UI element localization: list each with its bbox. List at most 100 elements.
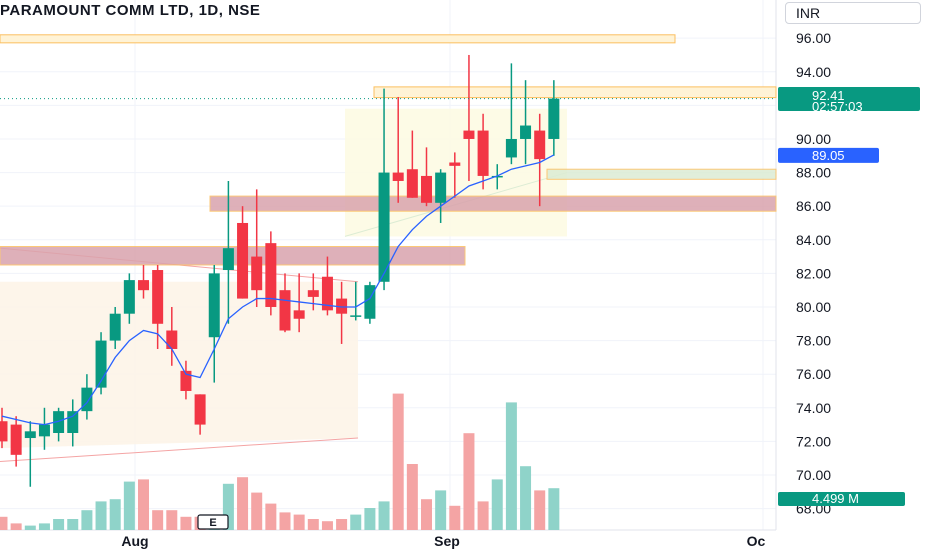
candle [463, 54, 475, 181]
candle [222, 180, 234, 324]
candle [520, 80, 532, 165]
candle [449, 152, 461, 198]
volume-bar [265, 503, 277, 530]
candle-body [0, 421, 8, 442]
candle [53, 407, 65, 442]
candle-body [463, 130, 475, 139]
volume-bar [95, 501, 107, 530]
candle-body [152, 270, 164, 324]
candle [435, 169, 447, 223]
candle-body [477, 130, 489, 176]
support-zone [209, 195, 777, 212]
candle-body [81, 387, 93, 412]
volume-bar [534, 490, 546, 530]
y-tick-label: 74.00 [796, 400, 831, 416]
volume-bar [109, 499, 121, 530]
volume-bar [435, 490, 447, 530]
volume-bar [237, 477, 249, 530]
candle-body [53, 411, 65, 433]
candle-body [123, 280, 135, 314]
candle [350, 281, 362, 321]
candle [10, 416, 22, 467]
volume-bar [491, 479, 503, 530]
volume-bar [38, 523, 50, 530]
moving-average-line [1, 154, 555, 426]
candle-body [491, 175, 503, 178]
volume-bar [336, 519, 348, 530]
candle-body [10, 424, 22, 455]
breakout-zone [345, 108, 567, 237]
earnings-marker [197, 514, 229, 530]
resistance-zone [373, 86, 777, 99]
candle [534, 113, 546, 207]
candle-body [293, 310, 305, 319]
candle-body [109, 313, 121, 341]
trend-line-lower [0, 437, 359, 463]
y-tick-label: 90.00 [796, 131, 831, 147]
volume-bar [67, 519, 79, 530]
volume-bar [378, 501, 390, 530]
candle [109, 306, 121, 349]
y-tick-label: 72.00 [796, 433, 831, 449]
candle-body [421, 175, 432, 203]
y-tick-label: 70.00 [796, 467, 831, 483]
candle [138, 264, 149, 299]
volume-bar [152, 510, 164, 530]
candle-body [364, 285, 376, 319]
candle-body [505, 138, 517, 158]
volume-bar [10, 523, 22, 530]
earnings-marker-label: E [209, 517, 216, 529]
candle [152, 264, 164, 349]
candle [491, 164, 503, 190]
candle-body [138, 280, 149, 291]
candle [0, 407, 8, 449]
candle [166, 306, 178, 366]
volume-bar [350, 514, 362, 530]
y-axis-ticks: 68.0070.0072.0074.0076.0078.0080.0082.00… [796, 30, 831, 516]
candle-body [251, 256, 263, 291]
volume-bar [307, 519, 319, 530]
x-axis-ticks: Aug Sep Oc [121, 533, 765, 549]
candle-body [67, 411, 79, 433]
candle-body [321, 276, 333, 311]
volume-bar [24, 525, 36, 530]
candle-body [24, 431, 36, 439]
y-tick-label: 88.00 [796, 165, 831, 181]
y-tick-label: 84.00 [796, 232, 831, 248]
volume-bar [463, 433, 475, 530]
candle [38, 407, 50, 450]
volume-bar [505, 402, 517, 530]
volume-bars [0, 393, 560, 530]
resistance-zone-top [0, 34, 676, 44]
candle [477, 113, 489, 190]
volume-bar [406, 464, 418, 530]
candle [208, 264, 220, 383]
volume-bar [364, 508, 376, 530]
candle-body [180, 370, 192, 391]
volume-bar [321, 521, 333, 530]
countdown-label: 02:57:03 [812, 99, 863, 114]
volume-bar [222, 483, 234, 530]
volume-bar [477, 501, 489, 530]
candle-body [265, 243, 277, 307]
ma-value-badge [778, 147, 879, 163]
ma-value-label: 89.05 [812, 148, 845, 163]
volume-bar [548, 488, 560, 530]
volume-bar [449, 505, 461, 530]
currency-button[interactable]: INR [785, 2, 921, 24]
volume-bar [138, 479, 149, 530]
candle-body [378, 172, 390, 282]
candle-body [307, 290, 319, 297]
candle [81, 374, 93, 420]
chart-title: PARAMOUNT COMM LTD, 1D, NSE [0, 2, 261, 19]
candle [378, 88, 390, 291]
y-tick-label: 96.00 [796, 30, 831, 46]
candle [194, 394, 206, 435]
candles [0, 54, 560, 487]
candle [24, 421, 36, 487]
candle-body [449, 162, 461, 166]
volume-value-label: 4.499 M [812, 491, 859, 506]
candle [336, 281, 348, 344]
